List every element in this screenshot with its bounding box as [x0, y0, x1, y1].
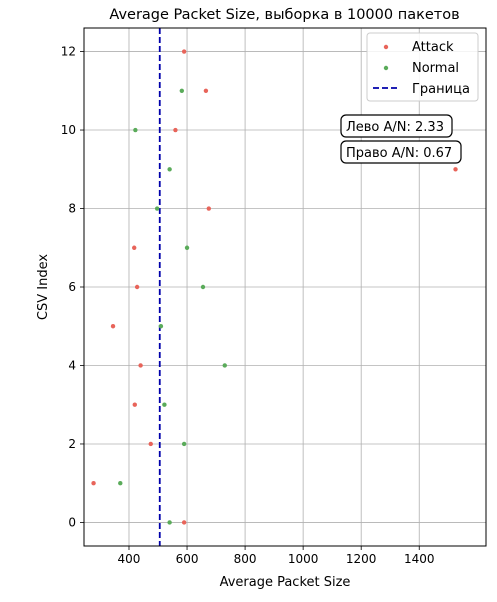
attack-point [111, 324, 115, 328]
annotation-right-box: Право A/N: 0.67 [341, 141, 461, 163]
attack-point [149, 442, 153, 446]
y-tick-label: 10 [61, 123, 76, 137]
x-tick-label: 800 [234, 552, 257, 566]
x-tick-label: 1000 [288, 552, 319, 566]
x-tick-label: 600 [176, 552, 199, 566]
legend-attack-marker [384, 45, 388, 49]
x-tick-label: 1400 [404, 552, 435, 566]
attack-point [91, 481, 95, 485]
normal-point [201, 285, 205, 289]
legend-boundary-label: Граница [412, 82, 470, 97]
chart-title: Average Packet Size, выборка в 10000 пак… [109, 7, 459, 23]
x-tick-label: 400 [118, 552, 141, 566]
attack-point [133, 403, 137, 407]
normal-point [182, 442, 186, 446]
normal-point [159, 324, 163, 328]
attack-point [453, 167, 457, 171]
y-tick-label: 6 [68, 280, 76, 294]
attack-point [182, 520, 186, 524]
normal-point [180, 89, 184, 93]
y-tick-label: 0 [68, 515, 76, 529]
legend-attack-label: Attack [412, 40, 454, 55]
legend-normal-marker [384, 66, 388, 70]
normal-point [223, 363, 227, 367]
annotation-right-text: Право A/N: 0.67 [346, 146, 452, 161]
normal-point [167, 167, 171, 171]
attack-point [132, 246, 136, 250]
normal-point [162, 403, 166, 407]
y-axis-label: CSV Index [36, 254, 51, 320]
attack-point [182, 49, 186, 53]
attack-point [207, 206, 211, 210]
attack-point [135, 285, 139, 289]
normal-point [155, 206, 159, 210]
annotation-left-box: Лево A/N: 2.33 [341, 115, 452, 137]
normal-point [185, 246, 189, 250]
legend-normal-label: Normal [412, 61, 459, 76]
normal-point [167, 520, 171, 524]
y-tick-label: 4 [68, 358, 76, 372]
normal-point [133, 128, 137, 132]
normal-point [118, 481, 122, 485]
y-tick-label: 12 [61, 45, 76, 59]
attack-point [138, 363, 142, 367]
attack-point [204, 89, 208, 93]
y-tick-label: 2 [68, 437, 76, 451]
x-tick-label: 1200 [346, 552, 377, 566]
legend: Attack Normal Граница [367, 33, 478, 101]
x-axis-label: Average Packet Size [220, 575, 351, 590]
annotation-left-text: Лево A/N: 2.33 [346, 120, 444, 135]
attack-point [173, 128, 177, 132]
y-tick-label: 8 [68, 202, 76, 216]
